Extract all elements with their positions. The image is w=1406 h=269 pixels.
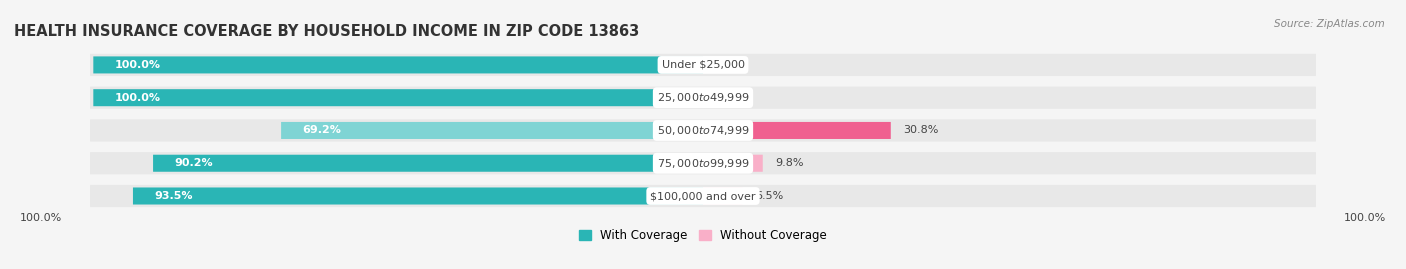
Text: 100.0%: 100.0%	[1344, 213, 1386, 223]
FancyBboxPatch shape	[90, 54, 1316, 76]
Text: 30.8%: 30.8%	[903, 125, 938, 136]
Text: 90.2%: 90.2%	[174, 158, 214, 168]
FancyBboxPatch shape	[703, 187, 742, 204]
Text: 0.0%: 0.0%	[716, 93, 744, 103]
FancyBboxPatch shape	[90, 185, 1316, 207]
Text: HEALTH INSURANCE COVERAGE BY HOUSEHOLD INCOME IN ZIP CODE 13863: HEALTH INSURANCE COVERAGE BY HOUSEHOLD I…	[14, 24, 640, 38]
Text: Source: ZipAtlas.com: Source: ZipAtlas.com	[1274, 19, 1385, 29]
FancyBboxPatch shape	[90, 119, 1316, 141]
FancyBboxPatch shape	[93, 89, 703, 106]
Text: 100.0%: 100.0%	[20, 213, 62, 223]
Text: 100.0%: 100.0%	[115, 93, 160, 103]
FancyBboxPatch shape	[703, 122, 891, 139]
Text: $25,000 to $49,999: $25,000 to $49,999	[657, 91, 749, 104]
FancyBboxPatch shape	[153, 155, 703, 172]
FancyBboxPatch shape	[134, 187, 703, 204]
Text: 9.8%: 9.8%	[775, 158, 803, 168]
FancyBboxPatch shape	[703, 155, 762, 172]
Legend: With Coverage, Without Coverage: With Coverage, Without Coverage	[574, 225, 832, 247]
FancyBboxPatch shape	[90, 152, 1316, 174]
FancyBboxPatch shape	[90, 87, 1316, 109]
Text: 100.0%: 100.0%	[115, 60, 160, 70]
Text: $50,000 to $74,999: $50,000 to $74,999	[657, 124, 749, 137]
Text: 69.2%: 69.2%	[302, 125, 342, 136]
Text: $75,000 to $99,999: $75,000 to $99,999	[657, 157, 749, 170]
FancyBboxPatch shape	[93, 56, 703, 73]
Text: $100,000 and over: $100,000 and over	[650, 191, 756, 201]
Text: Under $25,000: Under $25,000	[661, 60, 745, 70]
Text: 0.0%: 0.0%	[716, 60, 744, 70]
Text: 6.5%: 6.5%	[755, 191, 783, 201]
FancyBboxPatch shape	[281, 122, 703, 139]
Text: 93.5%: 93.5%	[155, 191, 193, 201]
